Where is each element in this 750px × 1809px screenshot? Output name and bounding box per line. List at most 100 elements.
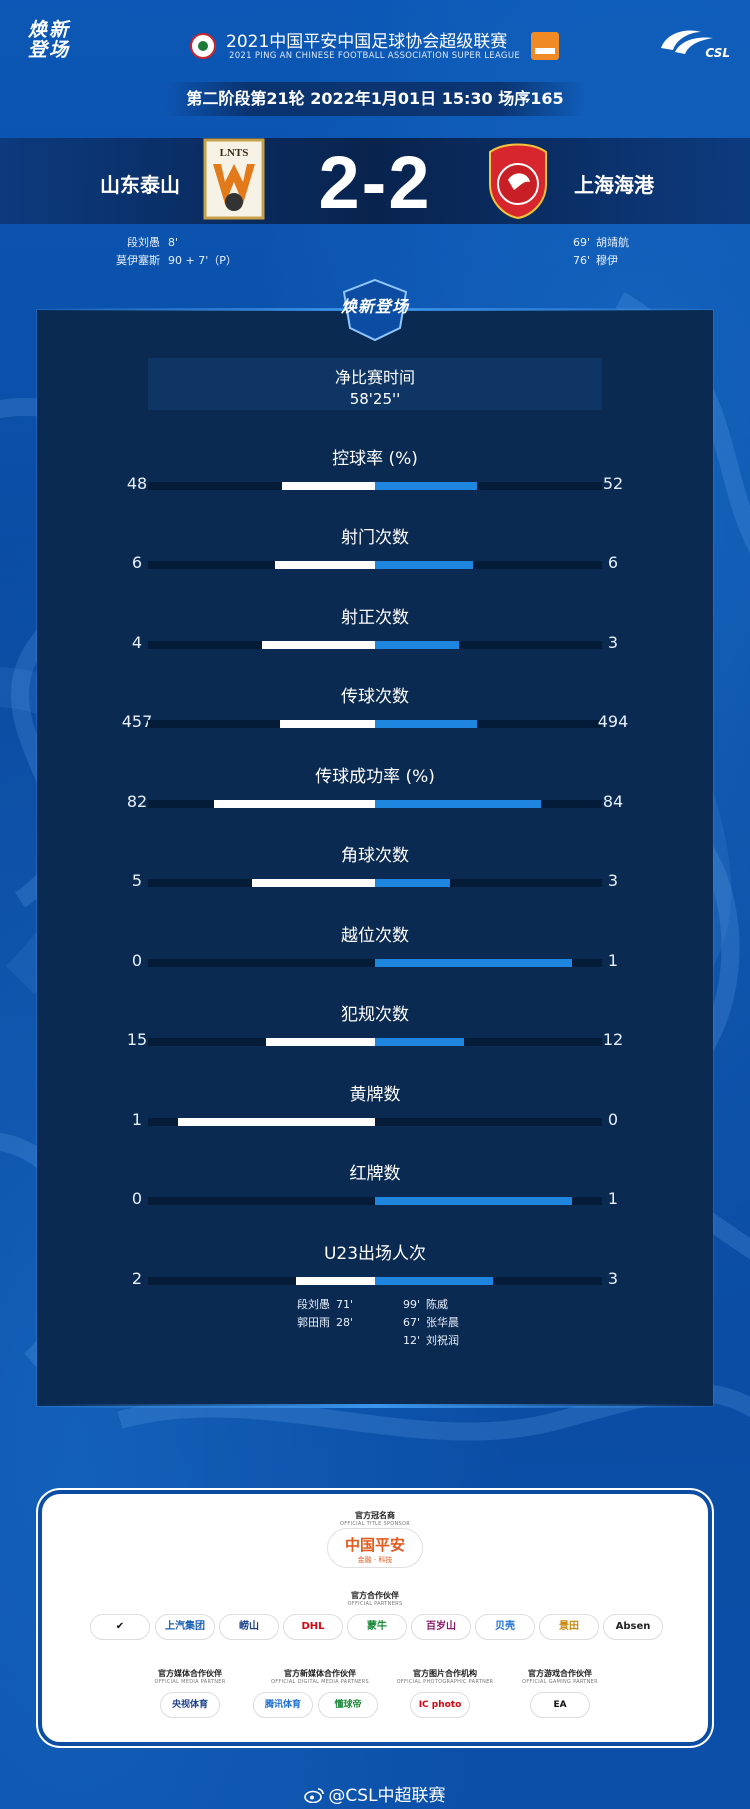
stat-home-bar — [177, 1118, 375, 1126]
stat-row: 黄牌数 1 0 — [37, 1080, 713, 1140]
weibo-handle-text: @CSL中超联赛 — [328, 1786, 446, 1806]
stat-away-bar — [375, 1197, 573, 1205]
stat-label: 角球次数 — [341, 846, 409, 866]
stat-away-value: 3 — [607, 871, 619, 890]
stat-away-bar — [375, 641, 459, 649]
stat-home-value: 5 — [131, 871, 143, 890]
league-subtitle: 2021 PING AN CHINESE FOOTBALL ASSOCIATIO… — [229, 51, 521, 61]
partner-name: ✔ — [115, 1621, 125, 1632]
gaming-partner-caption: 官方游戏合作伙伴 OFFICIAL GAMING PARTNER — [510, 1668, 610, 1685]
partner-logo: DHL — [283, 1614, 343, 1640]
partner-name: 百岁山 — [426, 1621, 456, 1632]
title-sponsor-badge-icon — [531, 32, 559, 60]
player-minute: 67' — [402, 1316, 420, 1329]
caption-cn: 官方媒体合作伙伴 — [158, 1669, 222, 1678]
stat-row: 传球次数 457 494 — [37, 682, 713, 742]
partner-logo: 上汽集团 — [155, 1614, 215, 1640]
stat-label: 传球次数 — [341, 687, 409, 707]
media-logo: 腾讯体育 — [253, 1692, 313, 1718]
partner-name: 崂山 — [239, 1621, 259, 1632]
player-name: 段刘愚 — [297, 1298, 330, 1311]
partners-caption: 官方合作伙伴 OFFICIAL PARTNERS — [325, 1590, 425, 1607]
stat-row: 控球率 (%) 48 52 — [37, 444, 713, 504]
media-logo: IC photo — [410, 1692, 470, 1718]
partner-name: Absen — [615, 1621, 651, 1632]
caption-cn: 官方游戏合作伙伴 — [528, 1669, 592, 1678]
stat-label: U23出场人次 — [323, 1244, 427, 1264]
stat-away-value: 494 — [597, 712, 629, 731]
stat-home-bar — [281, 482, 375, 490]
media-logo: 央视体育 — [160, 1692, 220, 1718]
panel-bottom-accent — [37, 1404, 713, 1408]
scorer-row: 莫伊塞斯 90 + 7'（P） — [110, 252, 300, 270]
stat-away-bar — [375, 561, 473, 569]
header: 焕新登场 2021中国平安中国足球协会超级联赛 2021 PING AN CHI… — [0, 0, 750, 80]
stat-home-bar — [213, 800, 375, 808]
caption-en: OFFICIAL DIGITAL MEDIA PARTNERS — [271, 1679, 369, 1685]
stat-away-bar — [375, 720, 478, 728]
media-name: IC photo — [418, 1700, 462, 1710]
caption-en: OFFICIAL PHOTOGRAPHIC PARTNER — [396, 1679, 494, 1685]
scorer-minute: 76' — [572, 254, 590, 267]
net-time-box: 净比赛时间 58'25'' — [148, 358, 602, 410]
scorer-name: 莫伊塞斯 — [116, 254, 160, 267]
stat-home-value: 82 — [126, 792, 148, 811]
partner-name: DHL — [301, 1621, 325, 1632]
stat-home-value: 6 — [131, 553, 143, 572]
stat-home-value: 4 — [131, 633, 143, 652]
scorer-name: 穆伊 — [596, 254, 618, 267]
stat-bar-track — [148, 720, 602, 728]
partner-logo: 贝壳 — [475, 1614, 535, 1640]
stat-home-bar — [295, 1277, 375, 1285]
title-sponsor-sub: 金融 · 科技 — [357, 1556, 393, 1564]
stat-bar-track — [148, 561, 602, 569]
player-minute: 71' — [336, 1298, 354, 1311]
stat-label: 犯规次数 — [341, 1005, 409, 1025]
stat-home-value: 2 — [131, 1269, 143, 1288]
stat-home-bar — [266, 1038, 375, 1046]
title-sponsor-name: 中国平安 — [344, 1536, 405, 1554]
stat-label: 射门次数 — [341, 528, 409, 548]
stat-away-value: 84 — [602, 792, 624, 811]
partner-logo: Absen — [603, 1614, 663, 1640]
caption-en: OFFICIAL MEDIA PARTNER — [154, 1679, 226, 1685]
scorer-minute: 90 + 7'（P） — [168, 254, 237, 267]
media-name: 央视体育 — [171, 1700, 208, 1710]
scorer-name: 段刘愚 — [127, 236, 160, 249]
stat-row: 越位次数 0 1 — [37, 921, 713, 981]
title-sponsor-logo: 中国平安 金融 · 科技 — [327, 1528, 423, 1568]
stat-away-value: 0 — [607, 1110, 619, 1129]
net-time-label: 净比赛时间 — [334, 368, 415, 387]
stat-bar-track — [148, 1277, 602, 1285]
stat-bar-track — [148, 1118, 602, 1126]
scorer-minute: 8' — [168, 236, 179, 249]
partner-logo: ✔ — [90, 1614, 150, 1640]
stat-label: 射正次数 — [341, 608, 409, 628]
stat-bar-track — [148, 482, 602, 490]
stat-away-bar — [375, 959, 573, 967]
stat-away-value: 52 — [602, 474, 624, 493]
round-info: 第二阶段第21轮 2022年1月01日 15:30 场序165 — [165, 82, 585, 116]
u23-row: 郭田雨 28' — [284, 1314, 353, 1332]
stat-row: U23出场人次 2 3 — [37, 1239, 713, 1299]
stat-away-value: 12 — [602, 1030, 624, 1049]
scorer-row: 76' 穆伊 — [568, 252, 678, 270]
stat-row: 射正次数 4 3 — [37, 603, 713, 663]
home-team-crest-icon: LNTS — [203, 138, 265, 220]
stat-label: 控球率 (%) — [332, 449, 418, 469]
stat-away-value: 1 — [607, 1189, 619, 1208]
caption-en: OFFICIAL TITLE SPONSOR — [339, 1521, 411, 1527]
cfa-emblem-icon — [190, 33, 216, 59]
partner-logo: 景田 — [539, 1614, 599, 1640]
player-name: 陈威 — [426, 1298, 448, 1311]
stat-row: 犯规次数 15 12 — [37, 1000, 713, 1060]
away-team-crest-icon — [489, 143, 547, 220]
stat-label: 红牌数 — [349, 1164, 401, 1184]
stat-bar-track — [148, 800, 602, 808]
stat-row: 红牌数 0 1 — [37, 1159, 713, 1219]
stats-panel — [37, 310, 713, 1406]
weibo-icon — [304, 1788, 325, 1803]
home-team-name: 山东泰山 — [100, 173, 180, 197]
u23-row: 67' 张华晨 — [398, 1314, 459, 1332]
media-logo: EA — [530, 1692, 590, 1718]
